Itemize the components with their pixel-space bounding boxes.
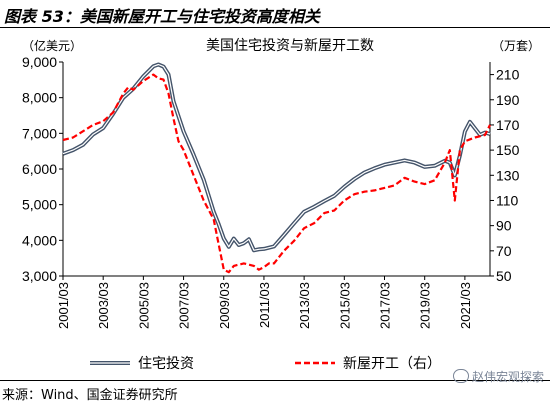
- y-right-tick-label: 50: [496, 268, 512, 284]
- y-left-tick-label: 7,000: [22, 125, 57, 141]
- y-right-tick-label: 90: [496, 218, 512, 234]
- x-tick-label: 2009/03: [217, 282, 232, 329]
- y-right-tick-label: 170: [496, 117, 520, 133]
- y-left-tick-label: 9,000: [22, 54, 57, 70]
- series-layer: [62, 62, 491, 274]
- x-tick-label: 2007/03: [177, 282, 192, 329]
- wechat-icon: [452, 369, 469, 383]
- legend: 住宅投资 新屋开工（右）: [90, 356, 441, 372]
- top-rule: [0, 27, 550, 28]
- chart-title: 美国住宅投资与新屋开工数: [206, 38, 374, 54]
- plot-axes: 3,000 4,000 5,000 6,000 7,000 8,000 9,000 50 70 9…: [22, 54, 520, 329]
- x-tick-label: 2019/03: [418, 282, 433, 329]
- y-left-tick-label: 3,000: [22, 268, 57, 284]
- y-right-label: （万套）: [492, 39, 540, 53]
- y-left-label: （亿美元）: [22, 38, 82, 53]
- x-tick-label: 2013/03: [297, 282, 312, 329]
- y-right-tick-label: 210: [496, 67, 520, 83]
- y-left-tick-label: 4,000: [22, 232, 57, 248]
- x-tick-label: 2005/03: [136, 282, 151, 329]
- x-tick-label: 2011/03: [257, 282, 272, 328]
- y-right-tick-label: 150: [496, 142, 520, 158]
- legend-label-investment: 住宅投资: [138, 356, 194, 372]
- watermark-text: 赵伟宏观探索: [471, 370, 544, 384]
- source-note: 来源：Wind、国金证券研究所: [2, 388, 178, 403]
- y-left-tick-label: 5,000: [22, 197, 57, 213]
- x-tick-label: 2003/03: [96, 282, 111, 329]
- bottom-rule: [0, 380, 550, 381]
- series-line-starts: [62, 73, 491, 274]
- legend-label-starts: 新屋开工（右）: [343, 356, 441, 372]
- y-right-tick-label: 190: [496, 92, 520, 108]
- y-right-tick-label: 110: [496, 192, 519, 208]
- series-line-investment: [62, 62, 491, 253]
- y-right-tick-label: 70: [496, 243, 512, 259]
- x-tick-label: 2015/03: [337, 282, 352, 329]
- x-tick-label: 2017/03: [378, 282, 393, 329]
- y-left-tick-label: 6,000: [22, 161, 57, 177]
- figure-label: 图表 53：美国新屋开工与住宅投资高度相关: [4, 7, 320, 26]
- y-right-tick-label: 130: [496, 167, 520, 183]
- chart: （亿美元） 美国住宅投资与新屋开工数 （万套） 3,000 4,000 5,000 6…: [22, 38, 540, 372]
- x-tick-label: 2001/03: [56, 282, 71, 329]
- watermark: 赵伟宏观探索: [452, 368, 544, 385]
- x-tick-label: 2021/03: [458, 282, 473, 329]
- y-left-tick-label: 8,000: [22, 90, 57, 106]
